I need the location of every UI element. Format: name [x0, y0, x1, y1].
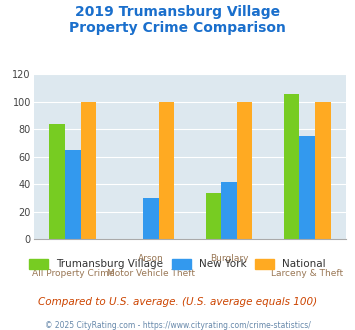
Text: Motor Vehicle Theft: Motor Vehicle Theft	[107, 269, 195, 278]
Bar	[143, 198, 159, 239]
Text: Arson: Arson	[138, 254, 164, 263]
Text: Larceny & Theft: Larceny & Theft	[271, 269, 343, 278]
Bar	[206, 192, 221, 239]
Bar	[159, 102, 174, 239]
Bar	[299, 136, 315, 239]
Bar	[49, 124, 65, 239]
Text: Compared to U.S. average. (U.S. average equals 100): Compared to U.S. average. (U.S. average …	[38, 297, 317, 307]
Text: © 2025 CityRating.com - https://www.cityrating.com/crime-statistics/: © 2025 CityRating.com - https://www.city…	[45, 321, 310, 330]
Legend: Trumansburg Village, New York, National: Trumansburg Village, New York, National	[25, 255, 330, 274]
Text: Burglary: Burglary	[210, 254, 248, 263]
Text: 2019 Trumansburg Village: 2019 Trumansburg Village	[75, 5, 280, 19]
Bar	[81, 102, 96, 239]
Text: Property Crime Comparison: Property Crime Comparison	[69, 21, 286, 35]
Bar	[284, 93, 299, 239]
Text: All Property Crime: All Property Crime	[32, 269, 114, 278]
Bar	[65, 150, 81, 239]
Bar	[237, 102, 252, 239]
Bar	[221, 182, 237, 239]
Bar	[315, 102, 331, 239]
